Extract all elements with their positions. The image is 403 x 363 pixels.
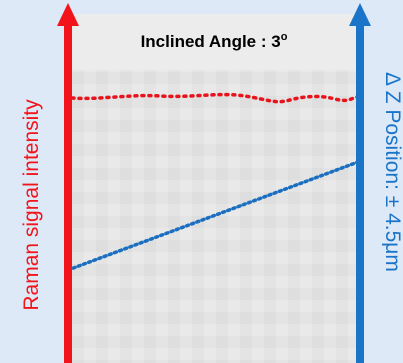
figure: Inclined Angle : 3o Raman signal intensi… <box>0 0 403 363</box>
page: Inclined Angle : 3o Raman signal intensi… <box>0 0 403 363</box>
title-superscript: o <box>281 31 288 43</box>
header-title: Inclined Angle : 3o <box>141 31 288 51</box>
left-axis-label: Raman signal intensity <box>20 99 43 311</box>
right-axis-label: Δ Z Position: ± 4.5μm <box>381 72 403 272</box>
title-text: Inclined Angle : 3 <box>141 32 281 51</box>
